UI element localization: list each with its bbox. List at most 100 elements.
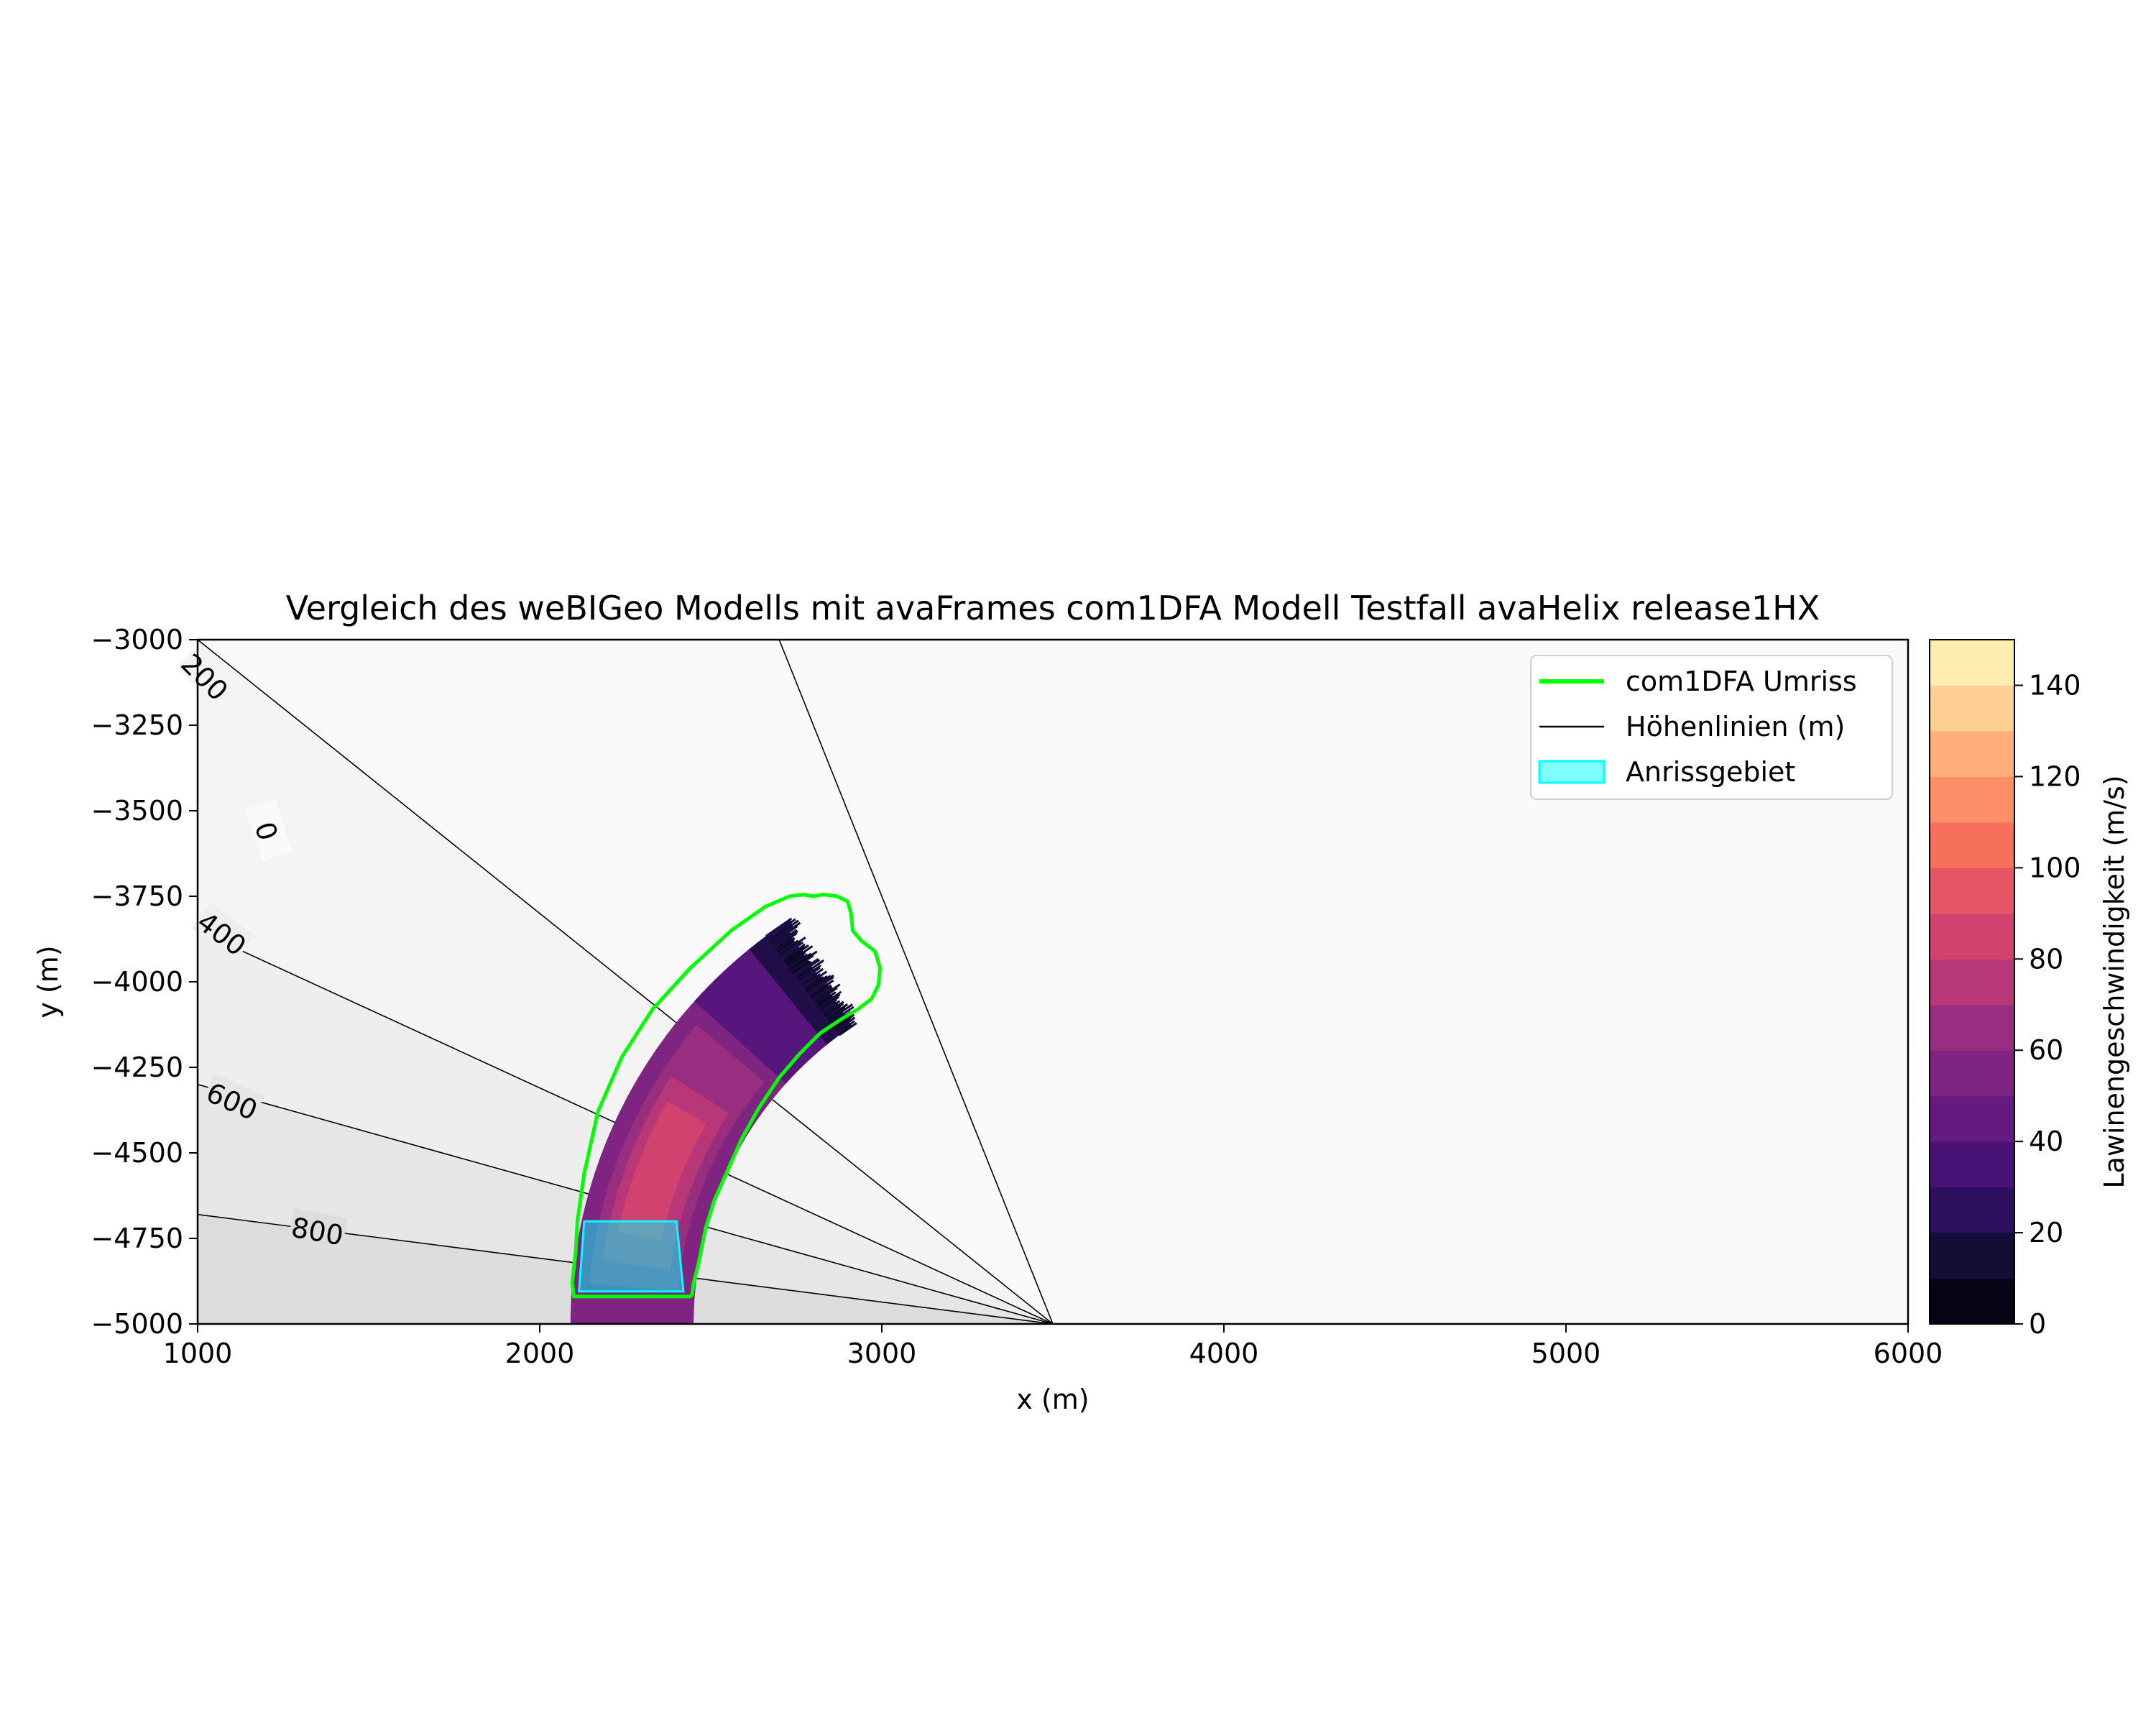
y-tick-label: −3500 bbox=[91, 795, 183, 827]
release-area-layer bbox=[578, 1220, 685, 1293]
y-axis-label: y (m) bbox=[32, 945, 64, 1018]
y-tick-label: −4750 bbox=[91, 1223, 183, 1254]
velocity-fringe-stroke bbox=[791, 954, 814, 972]
velocity-fringe-stroke bbox=[800, 971, 816, 984]
colorbar-segment bbox=[1930, 730, 2014, 777]
velocity-fringe-stroke bbox=[808, 976, 834, 995]
velocity-fringe-stroke bbox=[802, 972, 821, 988]
velocity-fringe-stroke bbox=[770, 925, 798, 945]
colorbar-segment bbox=[1930, 1233, 2014, 1279]
velocity-fringe-stroke bbox=[786, 952, 806, 966]
velocity-fringe-stroke bbox=[826, 1006, 846, 1021]
colorbar: 0 20 40 60 80 100 120 140 bbox=[1929, 639, 2081, 1340]
legend-label: com1DFA Umriss bbox=[1626, 666, 1857, 697]
velocity-fringe-stroke bbox=[792, 960, 811, 974]
velocity-fringe-stroke bbox=[813, 986, 834, 1002]
legend-label: Anrissgebiet bbox=[1626, 756, 1795, 788]
velocity-fringe-stroke bbox=[768, 919, 799, 942]
colorbar-segment bbox=[1930, 1050, 2014, 1097]
velocity-fringe-stroke bbox=[810, 985, 829, 998]
velocity-fringe-stroke bbox=[787, 954, 805, 967]
velocity-fringe-stroke bbox=[801, 967, 824, 985]
velocity-fringe-stroke bbox=[820, 998, 838, 1012]
velocity-fringe-stroke bbox=[815, 993, 831, 1006]
velocity-fringe-stroke bbox=[786, 945, 814, 965]
velocity-fringe-stroke bbox=[766, 919, 792, 939]
velocity-fringe-stroke bbox=[781, 947, 798, 960]
y-tick-label: −4500 bbox=[91, 1137, 183, 1169]
com1dfa-outline-layer bbox=[570, 893, 883, 1299]
velocity-field-fringe bbox=[765, 917, 857, 1036]
velocity-fringe-stroke bbox=[806, 975, 831, 993]
velocity-fringe-stroke bbox=[774, 932, 798, 949]
velocity-fringe-stroke bbox=[790, 950, 818, 971]
colorbar-segment bbox=[1930, 685, 2014, 732]
velocity-fringe-stroke bbox=[824, 1000, 844, 1016]
contour-label-bg bbox=[192, 902, 255, 961]
velocity-fringe-stroke bbox=[794, 957, 819, 976]
contour-label-bg bbox=[201, 1073, 264, 1125]
velocity-fringe-stroke bbox=[808, 982, 827, 996]
velocity-fringe-stroke bbox=[801, 974, 817, 986]
velocity-fringe-stroke bbox=[827, 1003, 853, 1022]
colorbar-segment bbox=[1930, 959, 2014, 1006]
colorbar-segment bbox=[1930, 1141, 2014, 1188]
colorbar-segment bbox=[1930, 1095, 2014, 1142]
velocity-fringe-stroke bbox=[796, 966, 812, 978]
velocity-fringe-stroke bbox=[765, 917, 793, 937]
colorbar-tick-label: 120 bbox=[2029, 760, 2081, 792]
x-tick-label: 6000 bbox=[1874, 1338, 1943, 1369]
velocity-fringe-stroke bbox=[837, 1020, 855, 1034]
velocity-fringe-stroke bbox=[789, 952, 812, 970]
colorbar-segment bbox=[1930, 776, 2014, 823]
x-tick-label: 2000 bbox=[505, 1338, 575, 1369]
velocity-fringe-stroke bbox=[803, 975, 822, 990]
velocity-fringe-stroke bbox=[819, 993, 841, 1010]
colorbar-segment bbox=[1930, 822, 2014, 868]
colorbar-segment bbox=[1930, 1004, 2014, 1051]
velocity-fringe-stroke bbox=[775, 937, 796, 952]
velocity-fringe-stroke bbox=[780, 941, 801, 957]
colorbar-label: Lawinengeschwindigkeit (m/s) bbox=[2099, 775, 2130, 1188]
velocity-fringe-stroke bbox=[834, 1018, 852, 1031]
velocity-fringe-stroke bbox=[837, 1024, 852, 1035]
velocity-fringe-stroke bbox=[776, 939, 795, 953]
velocity-fringe-stroke bbox=[824, 1003, 844, 1018]
velocity-fringe-stroke bbox=[797, 967, 815, 981]
y-tick-label: −3000 bbox=[91, 624, 183, 656]
velocity-fringe-stroke bbox=[812, 985, 833, 1000]
velocity-fringe-stroke bbox=[798, 964, 822, 982]
velocity-fringe-stroke bbox=[825, 1006, 842, 1018]
velocity-fringe-stroke bbox=[783, 945, 806, 962]
velocity-fringe-stroke bbox=[821, 1001, 837, 1013]
colorbar-tick-label: 80 bbox=[2029, 943, 2063, 975]
velocity-fringe-stroke bbox=[833, 1013, 855, 1030]
x-tick-label: 1000 bbox=[163, 1338, 233, 1369]
velocity-fringe-stroke bbox=[796, 959, 824, 980]
y-tick-label: −3750 bbox=[91, 880, 183, 912]
velocity-fringe-stroke bbox=[817, 995, 834, 1008]
velocity-fringe-stroke bbox=[821, 1000, 841, 1014]
colorbar-tick-label: 60 bbox=[2029, 1034, 2063, 1066]
velocity-fringe-stroke bbox=[819, 995, 840, 1011]
colorbar-tick-label: 100 bbox=[2029, 852, 2081, 883]
velocity-fringe-stroke bbox=[816, 991, 837, 1006]
colorbar-segment bbox=[1930, 868, 2014, 914]
colorbar-segment bbox=[1930, 913, 2014, 960]
chart-title: Vergleich des weBIGeo Modells mit avaFra… bbox=[286, 589, 1820, 627]
x-tick-label: 3000 bbox=[847, 1338, 917, 1369]
velocity-fringe-stroke bbox=[773, 930, 798, 949]
legend: com1DFA Umriss Höhenlinien (m) Anrissgebie… bbox=[1530, 655, 1893, 800]
velocity-fringe-stroke bbox=[836, 1021, 850, 1033]
velocity-fringe-stroke bbox=[778, 939, 799, 955]
release-area bbox=[578, 1220, 685, 1293]
velocity-fringe-stroke bbox=[838, 1022, 857, 1036]
velocity-fringe-stroke bbox=[773, 929, 798, 947]
velocity-fringe-stroke bbox=[806, 975, 828, 992]
colorbar-segment bbox=[1930, 1278, 2014, 1325]
velocity-fringe-stroke bbox=[829, 1006, 854, 1024]
y-axis: −3000 −3250 −3500 −3750 −4000 −4250 −4500 −4750… bbox=[91, 624, 198, 1340]
x-tick-label: 5000 bbox=[1531, 1338, 1601, 1369]
velocity-fringe-stroke bbox=[785, 949, 803, 964]
